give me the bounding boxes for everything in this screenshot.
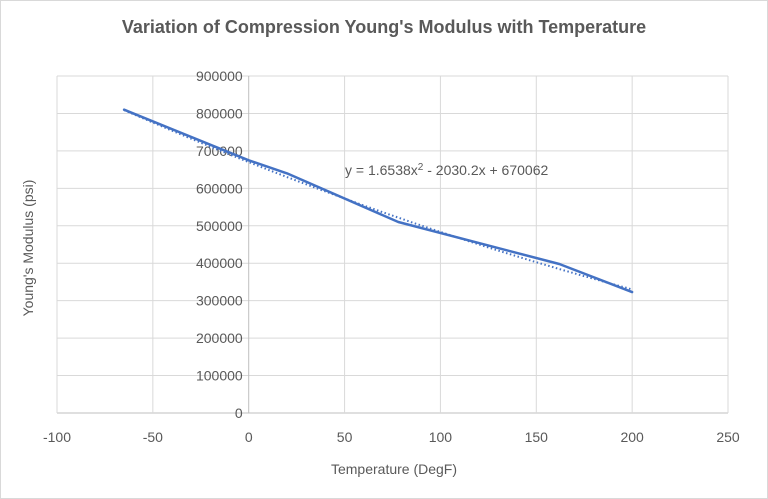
y-tick-label: 300000	[196, 293, 243, 309]
equation-exponent: 2	[418, 162, 424, 173]
equation-part: - 2030.2x + 670062	[423, 162, 548, 178]
y-tick-label: 200000	[196, 330, 243, 346]
x-tick-label: 200	[620, 429, 644, 445]
series-line	[122, 108, 634, 294]
x-tick-label: -100	[43, 429, 71, 445]
y-tick-label: 500000	[196, 218, 243, 234]
x-tick-label: 100	[429, 429, 453, 445]
chart-title: Variation of Compression Young's Modulus…	[121, 17, 647, 37]
equation-part: y = 1.6538x	[345, 162, 418, 178]
y-tick-label: 100000	[196, 368, 243, 384]
series-group	[122, 108, 634, 294]
y-tick-label: 800000	[196, 105, 243, 121]
x-tick-label: -50	[143, 429, 163, 445]
x-tick-label: 150	[525, 429, 549, 445]
y-tick-label: 400000	[196, 255, 243, 271]
trendline	[123, 109, 633, 291]
x-axis-label: Temperature (DegF)	[330, 461, 458, 477]
x-tick-label: 250	[716, 429, 740, 445]
x-tick-label: 50	[337, 429, 353, 445]
trendline-equation: y = 1.6538x2 - 2030.2x + 670062	[345, 162, 548, 178]
y-tick-label: 600000	[196, 180, 243, 196]
x-tick-label: 0	[245, 429, 253, 445]
tick-labels: 0100000200000300000400000500000600000700…	[43, 68, 740, 445]
trendline-group	[123, 109, 633, 291]
gridlines	[56, 75, 729, 414]
y-tick-label: 900000	[196, 68, 243, 84]
y-tick-label: 0	[235, 405, 243, 421]
